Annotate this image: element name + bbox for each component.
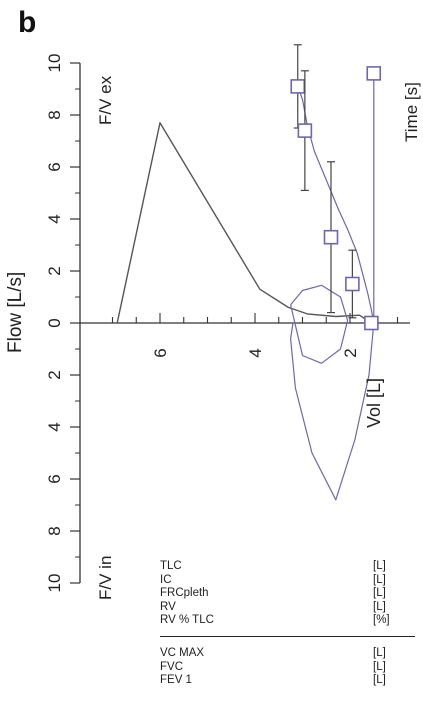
parameter-name: RV % TLC [160,614,214,627]
parameter-name: RV [160,600,176,613]
x-tick-label: 6 [151,348,170,357]
x-tick-label: 2 [341,348,360,357]
parameter-unit: [L] [373,646,386,659]
parameter-group-1: TLC [L] IC [L] FRCpleth [L] RV [L] RV % TLC [%] [160,560,400,628]
y-axis-label: Flow [L/s] [5,271,26,353]
parameter-row: VC MAX [L] [160,647,400,661]
parameter-unit: [L] [373,587,386,600]
region-label-inspiration: F/V in [96,555,115,600]
y-tick-label: 8 [45,110,64,119]
parameter-name: FEV 1 [160,674,192,687]
parameter-row: IC [L] [160,574,400,588]
y-tick-label: 4 [45,422,64,431]
y-tick-label: 6 [45,474,64,483]
parameter-name: TLC [160,560,182,572]
parameter-row: RV % TLC [%] [160,614,400,628]
parameter-row: FEV 1 [L] [160,674,400,688]
parameter-name: FVC [160,660,183,673]
y-tick-label: 4 [45,214,64,223]
data-point-marker [297,123,313,138]
parameter-table: TLC [L] IC [L] FRCpleth [L] RV [L] RV % TLC [%] V… [160,560,415,688]
parameter-name: VC MAX [160,646,205,659]
parameter-name: IC [160,573,172,586]
table-divider [160,635,415,637]
y-tick-label: 0 [45,318,64,327]
y-tick-label: 6 [45,162,64,171]
y-tick-label: 8 [45,526,64,535]
data-point-marker [323,229,339,245]
parameter-row: TLC [L] [160,560,400,574]
x-axis-note: Time [s] [402,82,421,142]
parameter-group-2: VC MAX [L] FVC [L] FEV 1 [L] [160,647,400,688]
y-tick-label: 2 [45,370,64,379]
y-tick-label: 10 [45,574,64,593]
y-tick-label: 2 [45,266,64,275]
panel-label: b [18,6,37,39]
parameter-row: FVC [L] [160,661,400,675]
data-point-marker [366,66,382,81]
data-point-marker [364,315,379,331]
series-line [116,122,372,324]
series-line [290,86,375,501]
region-label-expiration: F/V ex [96,75,115,125]
data-point-marker [345,276,360,292]
x-axis-label: Vol [L] [364,377,384,428]
parameter-unit: [L] [373,600,386,613]
parameter-unit: [L] [373,660,386,673]
series-line [290,284,349,364]
parameter-unit: [L] [373,674,386,687]
data-point-marker [290,79,306,94]
parameter-row: FRCpleth [L] [160,587,400,601]
parameter-unit: [%] [373,614,390,627]
parameter-row: RV [L] [160,601,400,615]
parameter-unit: [L] [373,573,386,586]
y-tick-label: 10 [45,54,64,73]
x-tick-label: 4 [246,348,265,357]
parameter-unit: [L] [373,560,386,572]
parameter-name: FRCpleth [160,587,209,600]
